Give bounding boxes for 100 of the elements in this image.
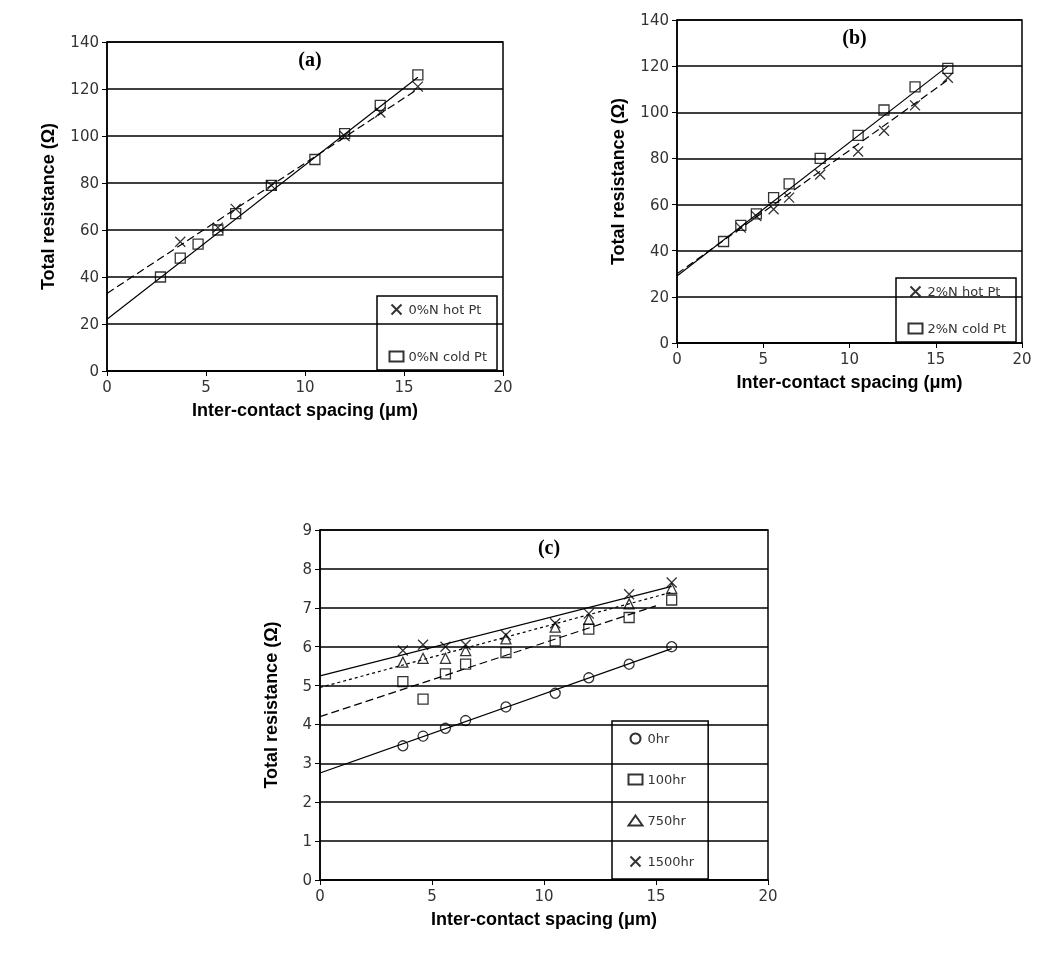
- chart-title: (c): [537, 536, 561, 559]
- y-tick-label: 80: [79, 174, 99, 192]
- point: [814, 152, 826, 165]
- point: [417, 693, 429, 705]
- legend-label: 0%N hot Pt: [408, 302, 482, 317]
- x-tick-label: 10: [295, 377, 315, 396]
- y-tick-label: 6: [302, 637, 312, 656]
- x-tick-label: 20: [493, 377, 513, 396]
- x-tick-label: 0: [102, 377, 112, 396]
- point: [909, 81, 921, 93]
- point: [583, 623, 595, 635]
- y-axis-title: Total resistance (Ω): [608, 97, 628, 266]
- y-tick-label: 40: [79, 268, 99, 286]
- point: [397, 644, 409, 657]
- x-tick-label: 20: [1012, 349, 1032, 368]
- y-tick-label: 20: [649, 287, 669, 306]
- point: [767, 203, 780, 215]
- point: [439, 652, 452, 664]
- y-tick-label: 140: [640, 11, 669, 29]
- point: [412, 81, 424, 93]
- point: [397, 676, 409, 688]
- point: [459, 644, 472, 657]
- y-tick-label: 2: [302, 793, 312, 812]
- x-tick-label: 10: [839, 349, 860, 368]
- y-tick-label: 140: [70, 33, 99, 51]
- point: [397, 740, 409, 752]
- legend-label: 1500hr: [647, 854, 695, 869]
- legend-label: 0hr: [647, 731, 671, 746]
- chart-title: (a): [298, 48, 322, 71]
- legend-label: 100hr: [647, 772, 687, 787]
- x-tick-label: 0: [315, 886, 325, 905]
- point: [942, 72, 954, 84]
- y-tick-label: 1: [302, 832, 312, 851]
- point: [623, 588, 635, 600]
- point: [549, 687, 561, 699]
- point: [666, 582, 678, 594]
- x-tick-label: 15: [394, 377, 414, 396]
- y-tick-label: 40: [649, 241, 669, 260]
- y-tick-label: 60: [79, 221, 99, 239]
- point: [397, 656, 409, 668]
- point: [814, 168, 826, 181]
- point: [154, 271, 167, 283]
- y-tick-label: 3: [302, 754, 312, 773]
- point: [717, 235, 730, 248]
- y-tick-label: 7: [302, 598, 312, 617]
- x-tick-label: 5: [201, 377, 211, 396]
- point: [767, 192, 780, 204]
- y-tick-label: 0: [659, 334, 669, 352]
- point: [192, 238, 204, 250]
- point: [549, 617, 561, 629]
- point: [852, 129, 864, 142]
- point: [309, 153, 321, 166]
- y-tick-label: 8: [302, 559, 312, 578]
- point: [459, 658, 472, 670]
- y-tick-label: 0: [89, 362, 99, 380]
- y-axis-title: Total resistance (Ω): [38, 122, 58, 291]
- y-tick-label: 9: [302, 521, 312, 539]
- legend-label: 0%N cold Pt: [408, 349, 488, 364]
- point: [174, 236, 186, 248]
- point: [623, 611, 635, 624]
- point: [783, 192, 795, 204]
- point: [623, 598, 635, 610]
- point: [623, 658, 635, 670]
- point: [174, 252, 186, 264]
- point: [500, 646, 512, 659]
- y-axis-title: Total resistance (Ω): [261, 621, 281, 789]
- point: [500, 633, 512, 645]
- point: [666, 594, 678, 606]
- y-tick-label: 100: [70, 127, 99, 145]
- point: [666, 641, 678, 653]
- y-tick-label: 4: [302, 715, 312, 734]
- point: [942, 62, 954, 75]
- x-tick-label: 15: [926, 349, 946, 368]
- point: [412, 69, 424, 81]
- x-tick-label: 10: [534, 886, 554, 905]
- point: [417, 652, 429, 664]
- point: [417, 730, 429, 742]
- point: [374, 99, 386, 112]
- x-tick-label: 5: [758, 349, 769, 368]
- y-tick-label: 20: [79, 315, 99, 333]
- legend-label: 2%N cold Pt: [927, 321, 1007, 336]
- point: [230, 207, 242, 220]
- y-tick-label: 120: [640, 57, 669, 76]
- x-axis-title: Inter-contact spacing (μm): [191, 400, 419, 420]
- legend-label: 750hr: [647, 813, 687, 828]
- y-tick-label: 100: [640, 103, 669, 122]
- point: [459, 639, 472, 651]
- point: [439, 722, 452, 734]
- point: [459, 714, 472, 727]
- y-tick-label: 120: [70, 80, 99, 98]
- point: [583, 613, 595, 626]
- y-tick-label: 0: [302, 871, 312, 889]
- point: [549, 621, 561, 633]
- x-tick-label: 20: [758, 886, 778, 905]
- chart-title: (b): [842, 26, 867, 49]
- x-axis-title: Inter-contact spacing (μm): [430, 909, 658, 929]
- point: [549, 635, 561, 647]
- y-tick-label: 5: [302, 676, 312, 695]
- point: [583, 672, 595, 684]
- x-tick-label: 0: [672, 349, 682, 368]
